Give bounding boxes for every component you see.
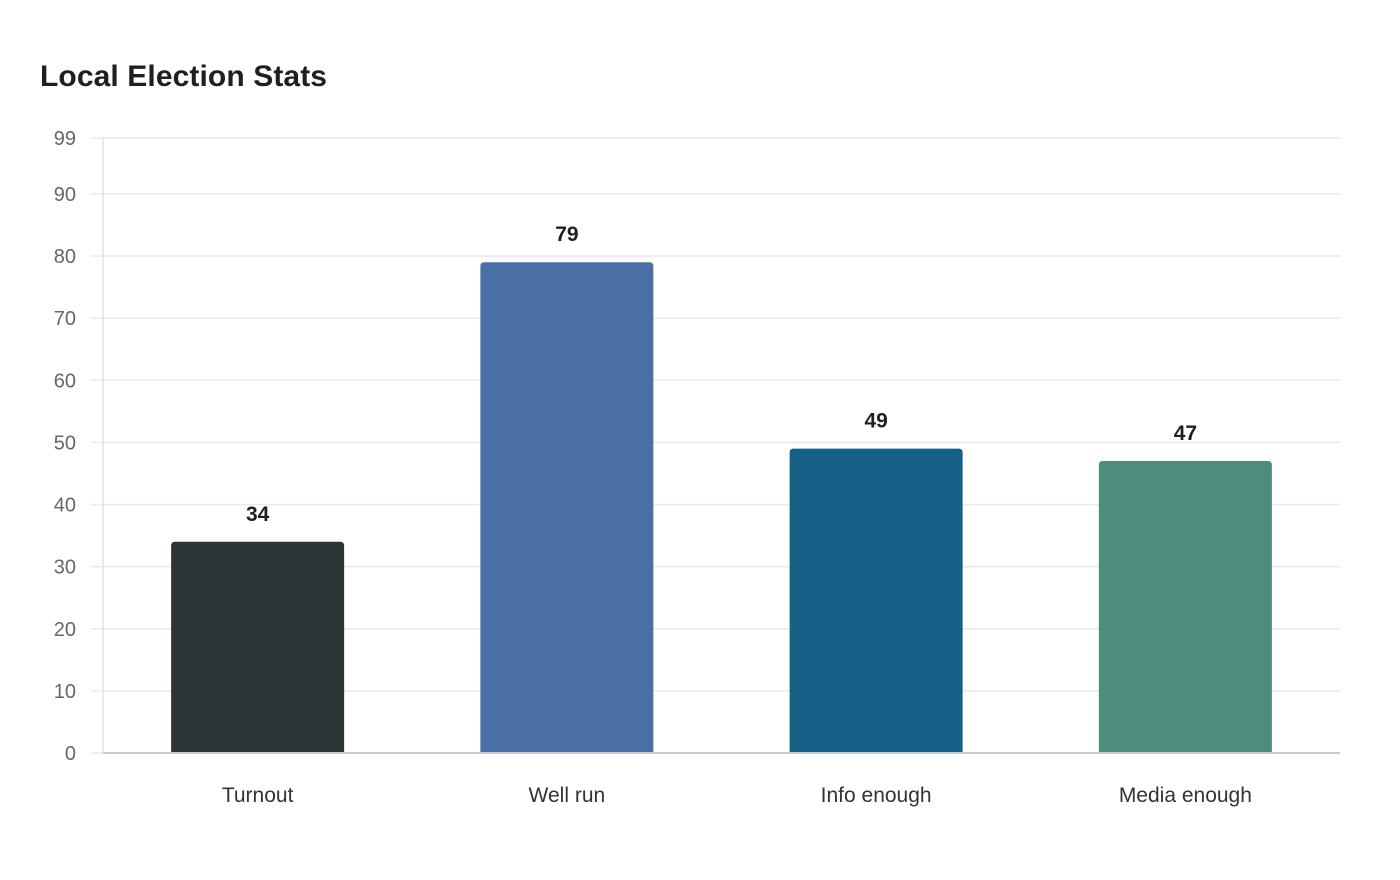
x-tick-label: Turnout bbox=[222, 784, 294, 807]
bar-info-enough[interactable] bbox=[789, 448, 963, 753]
axes bbox=[91, 137, 104, 754]
x-tick-label: Well run bbox=[529, 784, 606, 807]
bar-turnout[interactable] bbox=[171, 541, 345, 753]
x-tick-label: Media enough bbox=[1119, 784, 1252, 807]
data-label: 34 bbox=[246, 503, 270, 526]
data-label: 47 bbox=[1174, 422, 1197, 445]
chart-title: Local Election Stats bbox=[40, 60, 328, 93]
y-tick-label: 50 bbox=[54, 432, 76, 454]
y-tick-label: 60 bbox=[54, 370, 76, 392]
y-tick-label: 20 bbox=[54, 619, 76, 641]
y-tick-label: 99 bbox=[54, 128, 76, 150]
x-tick-label: Info enough bbox=[821, 784, 932, 807]
bars bbox=[171, 262, 1272, 753]
y-tick-label: 70 bbox=[54, 308, 76, 330]
bar-media-enough[interactable] bbox=[1098, 461, 1272, 753]
bar-well-run[interactable] bbox=[480, 262, 654, 753]
y-tick-label: 10 bbox=[54, 681, 76, 703]
y-tick-label: 30 bbox=[54, 557, 76, 579]
y-tick-label: 40 bbox=[54, 495, 76, 517]
y-tick-label: 0 bbox=[65, 743, 76, 765]
data-label: 49 bbox=[864, 410, 887, 433]
data-label: 79 bbox=[555, 223, 578, 246]
y-tick-label: 80 bbox=[54, 246, 76, 268]
y-tick-label: 90 bbox=[54, 184, 76, 206]
labels: 0 10 20 30 40 50 60 70 80 90 99 34 Turnout 79 Well run… bbox=[54, 128, 1340, 807]
